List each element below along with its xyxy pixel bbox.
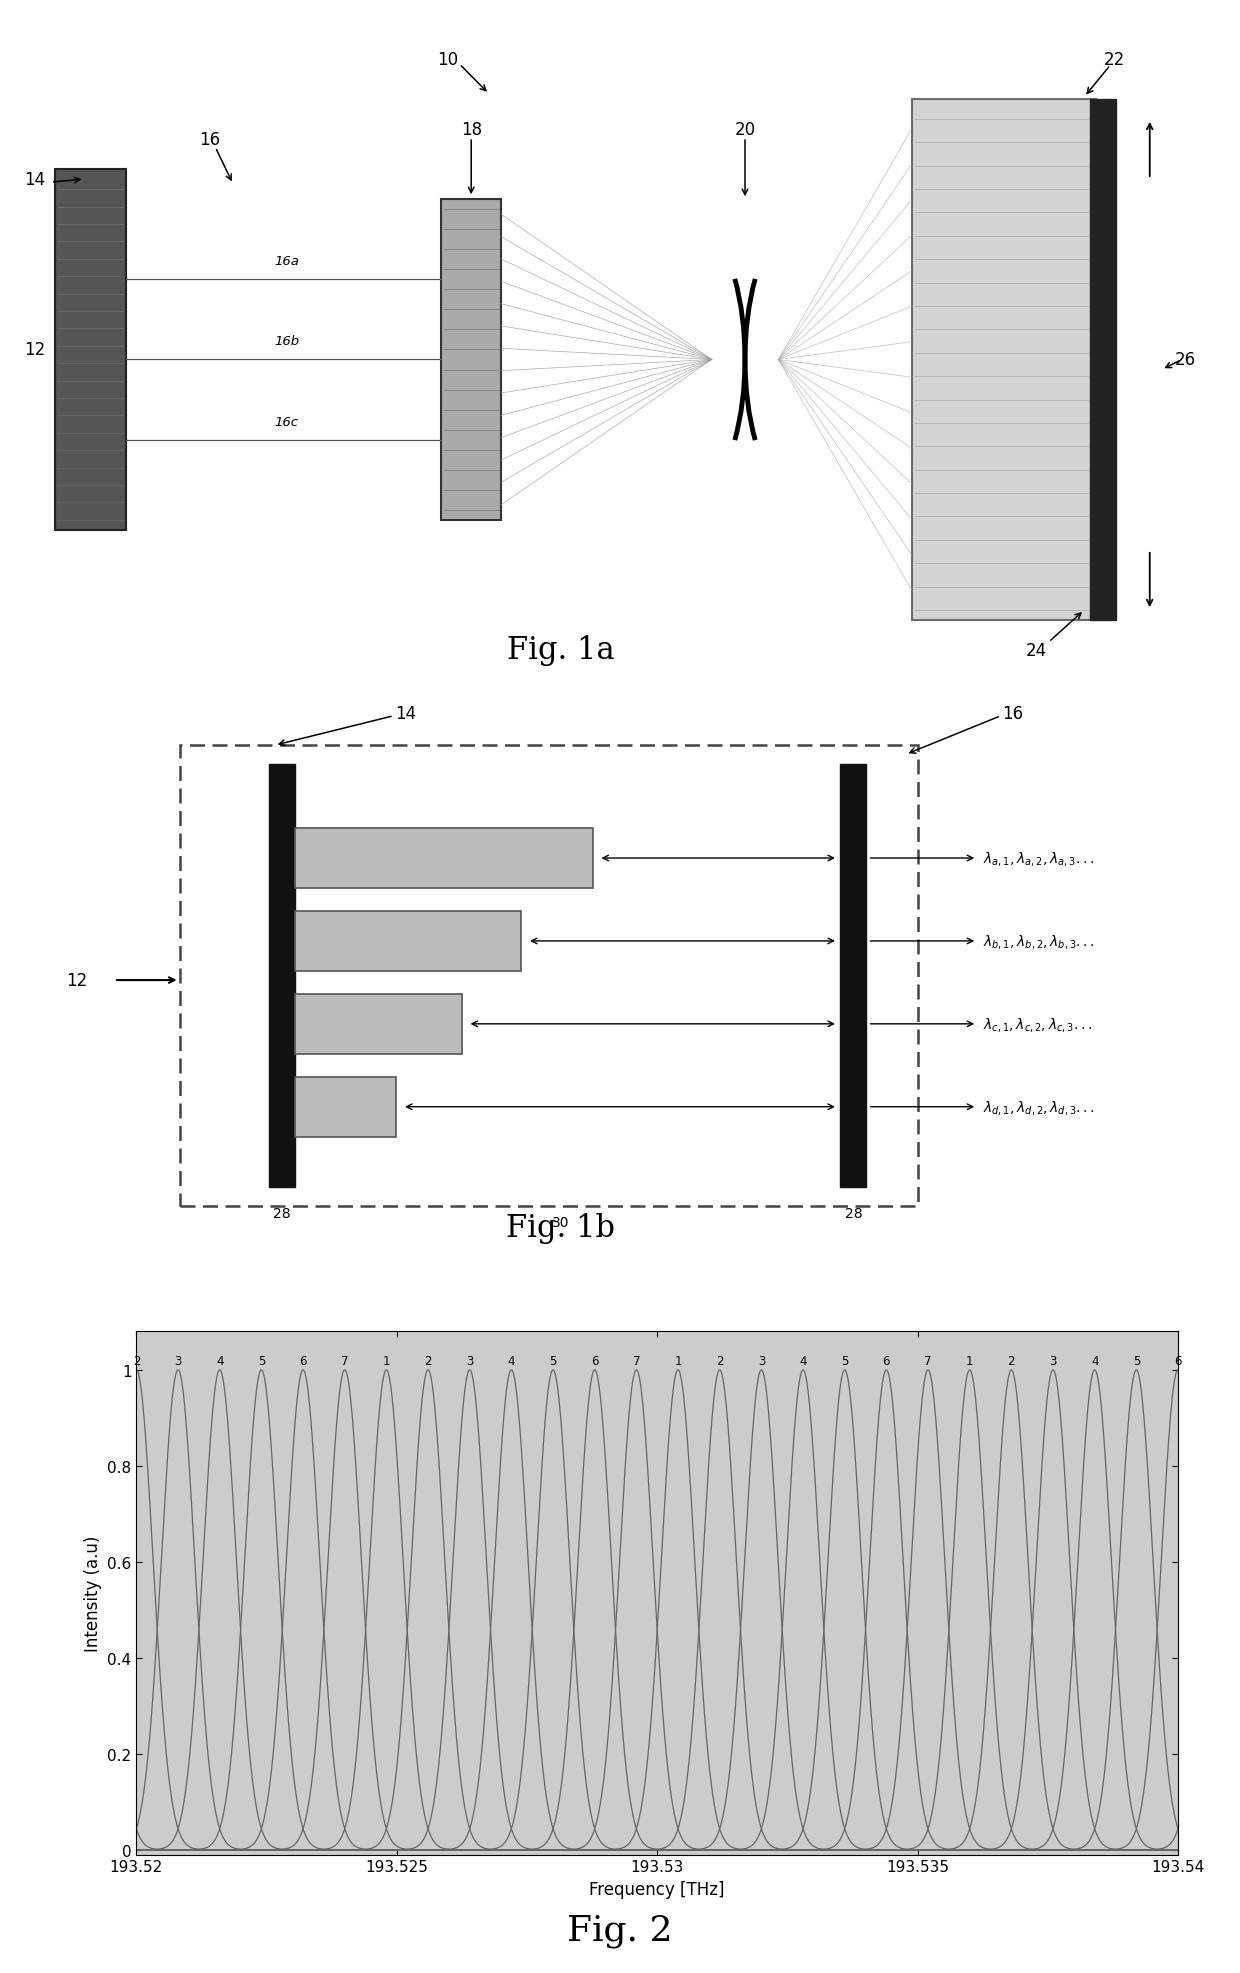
Text: $\lambda_{c,1}, \lambda_{c,2}, \lambda_{c,3}...$: $\lambda_{c,1}, \lambda_{c,2}, \lambda_{…	[983, 1016, 1092, 1034]
Text: 14: 14	[24, 172, 45, 189]
X-axis label: Frequency [THz]: Frequency [THz]	[589, 1880, 725, 1898]
Bar	[911, 101, 1096, 621]
Text: 3: 3	[1049, 1355, 1056, 1367]
Text: Fig. 2: Fig. 2	[567, 1912, 673, 1947]
Bar	[295, 829, 593, 888]
Text: 16c: 16c	[275, 416, 299, 428]
Text: 6: 6	[299, 1355, 306, 1367]
Text: 5: 5	[549, 1355, 557, 1367]
Text: 6: 6	[1174, 1355, 1182, 1367]
Text: 4: 4	[507, 1355, 515, 1367]
Text: 5: 5	[841, 1355, 848, 1367]
Text: Fig. 1a: Fig. 1a	[507, 635, 614, 665]
Text: 7: 7	[632, 1355, 640, 1367]
Text: 18: 18	[460, 120, 482, 138]
Text: 30: 30	[552, 1215, 569, 1229]
Text: 5: 5	[1132, 1355, 1140, 1367]
Text: 3: 3	[758, 1355, 765, 1367]
Text: 7: 7	[924, 1355, 931, 1367]
Text: 20: 20	[734, 120, 755, 138]
Text: 16: 16	[1002, 704, 1023, 722]
Bar	[295, 1077, 397, 1136]
Bar	[1090, 101, 1116, 621]
Text: 6: 6	[883, 1355, 890, 1367]
Text: 2: 2	[1008, 1355, 1016, 1367]
Text: 7: 7	[341, 1355, 348, 1367]
Text: 10: 10	[436, 51, 458, 69]
Text: Fig. 1b: Fig. 1b	[506, 1211, 615, 1243]
Text: 2: 2	[424, 1355, 432, 1367]
Text: 2: 2	[133, 1355, 140, 1367]
Text: 16a: 16a	[274, 255, 299, 268]
Text: 4: 4	[216, 1355, 223, 1367]
Text: $\lambda_{b,1}, \lambda_{b,2}, \lambda_{b,3}...$: $\lambda_{b,1}, \lambda_{b,2}, \lambda_{…	[983, 933, 1095, 951]
Text: 6: 6	[591, 1355, 599, 1367]
Text: 3: 3	[175, 1355, 182, 1367]
Text: 4: 4	[1091, 1355, 1099, 1367]
Bar	[295, 994, 461, 1054]
Text: 5: 5	[258, 1355, 265, 1367]
Text: 3: 3	[466, 1355, 474, 1367]
Text: 1: 1	[383, 1355, 391, 1367]
Text: 28: 28	[273, 1207, 290, 1221]
Text: 2: 2	[715, 1355, 723, 1367]
Bar	[55, 170, 126, 531]
Y-axis label: Intensity (a.u): Intensity (a.u)	[84, 1535, 102, 1651]
Text: 1: 1	[966, 1355, 973, 1367]
Text: 12: 12	[24, 341, 45, 359]
Text: 4: 4	[800, 1355, 807, 1367]
Bar	[441, 199, 501, 521]
Bar	[180, 746, 918, 1206]
Text: 14: 14	[396, 704, 417, 722]
Text: 12: 12	[67, 971, 88, 990]
Text: 16: 16	[198, 130, 219, 148]
Text: $\lambda_{a,1}, \lambda_{a,2}, \lambda_{a,3}...$: $\lambda_{a,1}, \lambda_{a,2}, \lambda_{…	[983, 850, 1094, 868]
Text: 1: 1	[675, 1355, 682, 1367]
Bar	[295, 912, 521, 971]
Bar	[841, 764, 867, 1188]
Bar	[269, 764, 295, 1188]
Text: 28: 28	[844, 1207, 862, 1221]
Text: $\lambda_{d,1}, \lambda_{d,2}, \lambda_{d,3}...$: $\lambda_{d,1}, \lambda_{d,2}, \lambda_{…	[983, 1099, 1095, 1117]
Text: 16b: 16b	[274, 335, 299, 349]
Text: 22: 22	[1104, 51, 1125, 69]
Text: 26: 26	[1174, 351, 1197, 369]
Text: 24: 24	[1025, 641, 1048, 659]
